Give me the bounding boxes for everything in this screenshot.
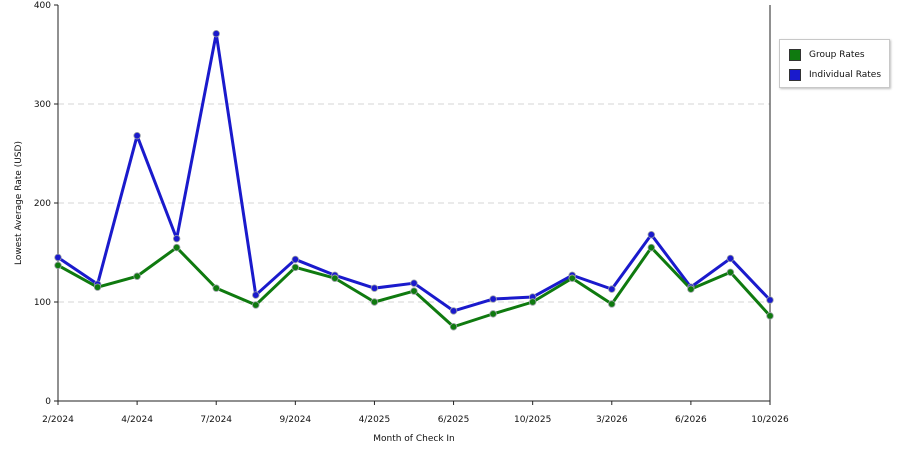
data-point-individual — [370, 284, 379, 292]
y-tick-label: 100 — [34, 298, 51, 308]
y-ticks: 0 100 200 300 400 — [34, 1, 58, 407]
legend-swatch-individual — [789, 69, 801, 81]
data-point-group — [687, 285, 695, 293]
data-point-group — [528, 298, 537, 306]
data-point-group — [489, 310, 497, 318]
data-point-group — [647, 243, 656, 252]
data-point-group — [54, 261, 62, 270]
data-point-individual — [489, 295, 497, 303]
data-point-individual — [252, 291, 260, 299]
y-axis-label: Lowest Average Rate (USD) — [14, 141, 24, 265]
x-axis-label: Month of Check In — [373, 434, 455, 444]
x-tick-label: 2/2024 — [42, 415, 74, 425]
x-tick-label: 6/2026 — [675, 415, 707, 425]
data-point-individual — [647, 230, 656, 239]
x-tick-label: 4/2024 — [121, 415, 153, 425]
x-tick-label: 4/2025 — [359, 415, 391, 425]
data-point-group — [331, 274, 339, 282]
x-tick-label: 9/2024 — [279, 415, 311, 425]
series-line-group — [57, 246, 772, 329]
data-point-group — [93, 283, 102, 291]
data-point-group — [370, 298, 379, 306]
data-point-individual — [410, 279, 418, 287]
legend-label-group: Group Rates — [809, 50, 865, 60]
data-point-group — [726, 268, 735, 276]
y-tick-label: 300 — [34, 100, 51, 110]
grid-lines — [58, 103, 770, 303]
data-point-group — [291, 263, 300, 272]
data-point-group — [133, 272, 141, 280]
data-point-group — [766, 312, 774, 320]
data-point-individual — [766, 296, 774, 304]
data-point-group — [212, 284, 220, 292]
x-tick-label: 3/2026 — [596, 415, 628, 425]
data-point-group — [410, 287, 418, 295]
legend-item-group: Group Rates — [789, 48, 865, 62]
data-point-individual — [54, 253, 62, 262]
legend-label-individual: Individual Rates — [809, 70, 882, 80]
legend-item-individual: Individual Rates — [789, 68, 881, 82]
series-layer — [54, 30, 774, 331]
data-point-individual — [212, 30, 220, 38]
y-tick-label: 400 — [34, 1, 51, 11]
data-point-individual — [133, 131, 141, 140]
data-point-individual — [172, 234, 181, 243]
x-tick-label: 6/2025 — [438, 415, 470, 425]
x-tick-label: 7/2024 — [200, 415, 232, 425]
data-point-individual — [726, 254, 735, 263]
data-point-group — [608, 300, 616, 308]
data-point-individual — [291, 255, 300, 264]
data-point-group — [252, 301, 260, 309]
legend: Group Rates Individual Rates — [779, 39, 890, 88]
series-line-individual — [57, 32, 772, 313]
data-point-individual — [449, 307, 458, 315]
data-point-group — [172, 243, 181, 252]
data-point-group — [568, 274, 576, 282]
x-tick-label: 10/2025 — [514, 415, 551, 425]
legend-swatch-group — [789, 49, 801, 61]
x-ticks: 2/2024 4/2024 7/2024 9/2024 4/2025 6/2025 10/2… — [42, 401, 789, 425]
y-tick-label: 200 — [34, 199, 51, 209]
y-tick-label: 0 — [45, 397, 51, 407]
data-point-individual — [608, 285, 616, 293]
x-tick-label: 10/2026 — [751, 415, 789, 425]
data-point-group — [449, 323, 458, 331]
